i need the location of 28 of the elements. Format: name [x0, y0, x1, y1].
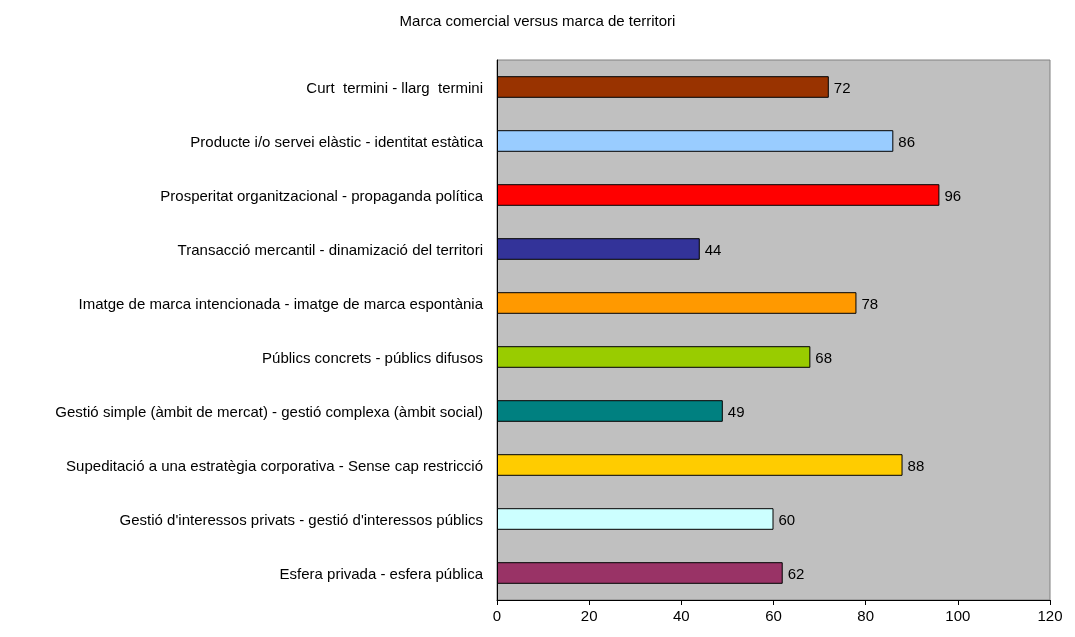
data-label: 96: [944, 186, 962, 204]
x-tick-label: 40: [672, 607, 690, 624]
y-tick-label: Públics concrets - públics difusos: [262, 348, 483, 366]
data-label: 44: [704, 240, 722, 258]
y-tick-label: Supeditació a una estratègia corporativa - Sense cap restricció: [66, 456, 483, 474]
data-label: 78: [861, 294, 879, 312]
x-tick-label: 0: [492, 607, 502, 624]
data-label: 68: [815, 348, 833, 366]
data-label: 72: [833, 78, 851, 96]
y-tick-label: Transacció mercantil - dinamizació del territori: [177, 240, 483, 258]
data-label: 86: [898, 132, 915, 150]
data-label: 62: [787, 564, 805, 582]
chart-title: Marca comercial versus marca de territori: [399, 12, 676, 29]
y-tick-label: Esfera privada - esfera pública: [279, 564, 484, 582]
x-tick-label: 100: [945, 607, 971, 624]
x-tick-label: 120: [1037, 607, 1063, 624]
y-tick-label: Prosperitat organitzacional - propaganda política: [160, 186, 484, 204]
data-label: 60: [778, 510, 796, 528]
x-tick-label: 80: [857, 607, 875, 624]
data-label: 88: [907, 456, 925, 474]
y-tick-label: Gestió d'interessos privats - gestió d'interessos públics: [119, 510, 483, 528]
x-tick-label: 20: [580, 607, 598, 624]
y-tick-label: Curt termini - llarg termini: [306, 78, 483, 96]
y-tick-label: Gestió simple (àmbit de mercat) - gestió complexa (àmbit social): [55, 402, 483, 420]
x-tick-label: 60: [765, 607, 782, 624]
y-tick-label: Producte i/o servei elàstic - identitat estàtica: [190, 132, 484, 150]
data-label: 49: [727, 402, 745, 420]
y-tick-label: Imatge de marca intencionada - imatge de marca espontània: [78, 294, 484, 312]
